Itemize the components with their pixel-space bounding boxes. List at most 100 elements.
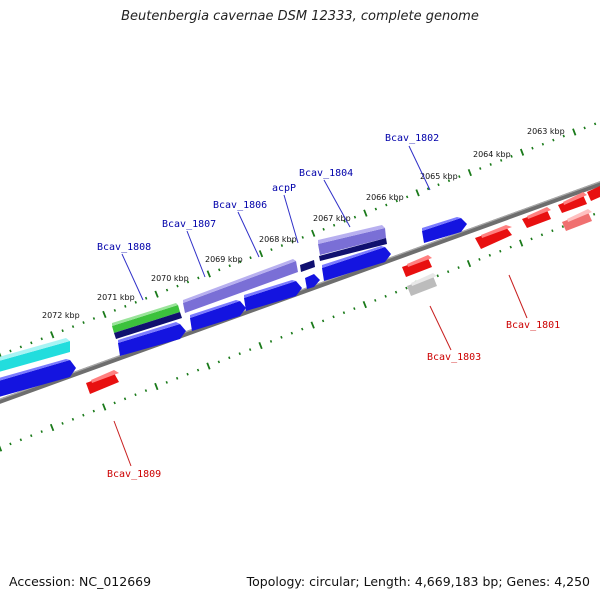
scale-tick-outer [489,163,492,166]
forward-gene[interactable] [0,360,76,398]
scale-tick-inner [134,393,137,397]
scale-tick-inner [165,380,168,384]
leader-bcav-1801 [508,274,528,319]
leader-bcav-1809 [113,420,132,467]
reverse-gene-1803-top [407,255,432,267]
scale-tick-inner [290,331,294,335]
forward-gene-1804[interactable] [322,247,391,281]
reverse-gene-1809-top [91,370,119,383]
label-bcav-1803[interactable]: Bcav_1803 [427,352,481,363]
label-bcav-1808[interactable]: Bcav_1808 [97,242,151,253]
scale-tick-inner [540,233,544,237]
accession-text: Accession: NC_012669 [9,574,152,589]
scale-tick-outer [531,146,534,150]
scale-tick-inner [519,239,524,247]
reverse-gene-c[interactable] [587,186,600,201]
scale-tick-outer [499,158,503,162]
kbp-label-2072: 2072 kbp [42,311,80,320]
label-bcav-1801[interactable]: Bcav_1801 [506,320,560,331]
scale-tick-inner [228,356,231,360]
reverse-gene-a[interactable] [522,210,551,228]
dark-feature-acpp[interactable] [300,260,315,272]
scale-tick-outer [405,195,409,199]
genome-title: Beutenbergia cavernae DSM 12333, complet… [121,9,479,24]
kbp-label-2063: 2063 kbp [527,127,565,136]
scale-tick-inner [332,315,335,319]
cyan-feature[interactable] [0,341,70,373]
label-bcav-1802[interactable]: Bcav_1802 [385,133,439,144]
scale-tick-outer [562,134,565,138]
scale-tick-inner [248,348,252,352]
scale-tick-inner [509,245,512,249]
scale-tick-inner [238,352,241,356]
scale-tick-inner [19,438,23,442]
forward-gene-1807-top [190,300,240,318]
scale-tick-outer [311,229,316,237]
label-bcav-1806[interactable]: Bcav_1806 [213,200,267,211]
kbp-label-2064: 2064 kbp [473,150,511,159]
reverse-gene-b[interactable] [558,195,587,213]
scale-tick-outer [218,268,221,272]
reverse-gene-1809[interactable] [86,373,119,394]
scale-tick-outer [82,321,85,324]
gray-feature-1803[interactable] [407,276,437,296]
scale-tick-outer [458,175,461,179]
reverse-gene-pink[interactable] [562,212,592,231]
scale-tick-outer [249,256,252,260]
leader-bcav-1808 [121,253,144,301]
dark-feature-1804[interactable] [319,238,387,261]
scale-tick-outer [363,209,368,217]
reverse-gene-b-top [563,192,587,205]
forward-gene-1808-top [118,322,180,343]
inner-scale-ring [0,212,596,452]
scale-tick-outer [343,219,346,223]
forward-gene-1808[interactable] [118,324,186,356]
scale-tick-outer [19,345,23,349]
scale-tick-inner [342,311,346,315]
forward-gene-1806-top [244,280,296,298]
scale-tick-inner [30,434,33,438]
label-acpp[interactable]: acpP [272,183,296,194]
scale-tick-inner [280,335,283,339]
scale-tick-inner [123,397,127,401]
scale-tick-inner [186,372,189,376]
forward-gene-1804-top [322,246,385,268]
forward-gene-1806[interactable] [244,281,302,311]
dark-feature-1808[interactable] [114,312,182,339]
scale-tick-outer [134,300,137,304]
kbp-label-2066: 2066 kbp [366,193,404,202]
scale-tick-inner [446,270,450,274]
scale-tick-outer [583,126,586,130]
scale-tick-inner [71,417,75,421]
forward-gene-1807[interactable] [190,301,246,331]
scale-tick-outer [113,308,117,312]
scale-tick-inner [301,327,304,331]
scale-tick-outer [437,183,440,187]
scale-tick-inner [144,389,148,393]
scale-tick-inner [175,376,179,380]
reverse-gene-1801[interactable] [475,227,512,249]
scale-tick-outer [510,154,513,158]
label-bcav-1809[interactable]: Bcav_1809 [107,469,161,480]
scale-tick-outer [206,270,211,278]
forward-gene-acpp[interactable] [305,274,320,289]
purple-feature-short[interactable] [318,228,386,255]
forward-gene-1802[interactable] [422,218,467,243]
scale-tick-inner [374,298,377,302]
scale-tick-inner [499,249,502,253]
label-bcav-1807[interactable]: Bcav_1807 [162,219,216,230]
scale-tick-outer [395,199,398,203]
scale-tick-inner [310,321,315,329]
scale-tick-inner [196,368,200,372]
scale-tick-inner [0,445,3,452]
label-bcav-1804[interactable]: Bcav_1804 [299,168,353,179]
rna-feature-green[interactable] [112,305,180,333]
reverse-gene-1803[interactable] [402,258,432,277]
scale-tick-outer [447,179,451,183]
purple-feature-long[interactable] [183,261,298,313]
outer-scale-ring [0,122,597,359]
scale-tick-outer [102,310,107,319]
scale-tick-outer [353,215,357,219]
scale-tick-inner [592,212,596,216]
